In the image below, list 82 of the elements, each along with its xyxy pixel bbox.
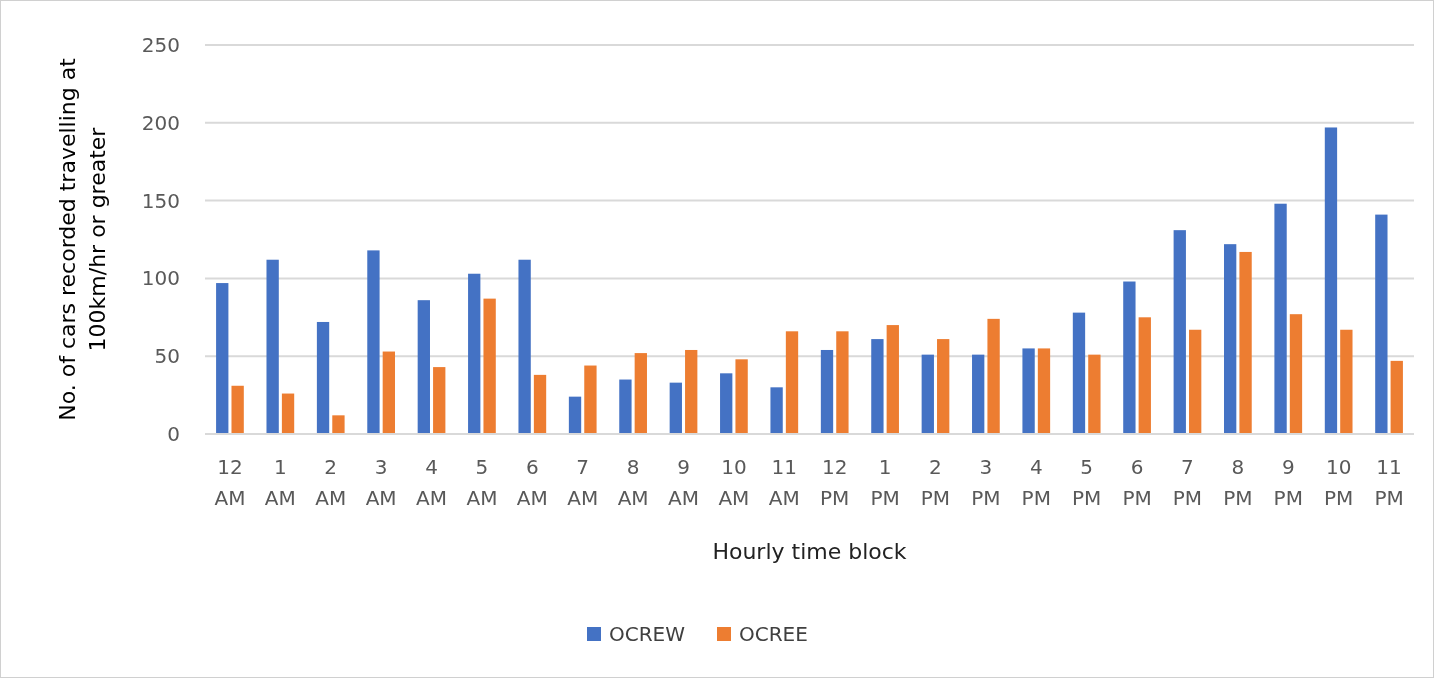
legend-label: OCREW: [609, 622, 686, 646]
bar: [1224, 244, 1237, 434]
bar: [820, 349, 834, 434]
bar: [1138, 317, 1151, 434]
x-axis-title: Hourly time block: [712, 539, 907, 564]
bar: [735, 359, 748, 434]
bar: [483, 298, 496, 434]
bar: [1375, 214, 1388, 434]
x-tick-label: 10 PM: [1323, 455, 1354, 510]
x-tick-label: 8 PM: [1223, 455, 1253, 510]
bar: [770, 387, 783, 434]
bar: [216, 283, 229, 434]
bar: [1022, 348, 1035, 434]
x-tick-label: 4 PM: [1021, 455, 1051, 510]
bar: [836, 331, 849, 434]
y-axis-title: No. of cars recorded travelling at 100km/hr or greater: [55, 57, 110, 421]
y-tick-label: 150: [141, 188, 180, 213]
bar: [433, 367, 446, 434]
x-tick-label: 10 AM: [718, 455, 750, 510]
bar: [266, 259, 279, 434]
bar: [584, 365, 597, 434]
x-tick-label: 5 AM: [466, 455, 498, 510]
x-tick-label: 7 PM: [1172, 455, 1203, 510]
bar: [468, 273, 481, 434]
y-tick-label: 250: [141, 33, 180, 57]
bar: [1123, 281, 1136, 434]
x-tick-label: 3 PM: [971, 455, 1001, 510]
x-tick-label: 12 AM: [214, 455, 246, 510]
bar: [332, 415, 345, 434]
bar: [1340, 329, 1353, 434]
x-tick-label: 11 PM: [1374, 455, 1404, 510]
bar: [568, 396, 582, 434]
bar: [1239, 251, 1252, 434]
x-tick-label: 2 PM: [920, 455, 951, 510]
x-tick-label: 8 AM: [617, 455, 649, 510]
bar: [1390, 360, 1403, 434]
x-tick-label: 9 PM: [1273, 455, 1303, 510]
x-tick-label: 7 AM: [567, 455, 599, 510]
bar: [417, 300, 430, 434]
bar: [1173, 230, 1186, 434]
bar: [987, 318, 1000, 434]
bar: [1037, 348, 1051, 434]
bar: [231, 385, 244, 434]
bar: [1274, 203, 1287, 434]
x-tick-label: 3 AM: [365, 455, 397, 510]
bar: [785, 331, 799, 434]
bar: [720, 373, 733, 434]
x-tick-label: 5 PM: [1072, 455, 1102, 510]
bar: [1324, 127, 1338, 434]
bar: [1289, 314, 1303, 434]
x-tick-label: 6 PM: [1122, 455, 1152, 510]
bar: [316, 321, 330, 434]
y-tick-label: 0: [167, 422, 180, 446]
bar: [1088, 354, 1101, 434]
bar: [685, 349, 698, 434]
bar: [1072, 312, 1086, 434]
y-tick-label: 50: [154, 344, 180, 369]
x-tick-label: 11 AM: [768, 455, 800, 510]
bar: [367, 250, 380, 434]
bar: [533, 374, 547, 434]
bar: [518, 259, 531, 434]
bar: [871, 339, 884, 434]
bar: [382, 351, 395, 434]
x-tick-label: 4 AM: [416, 455, 447, 510]
x-tick-label: 12 PM: [820, 455, 850, 510]
y-tick-label: 100: [141, 266, 180, 291]
bar: [619, 379, 632, 434]
x-tick-label: 9 AM: [668, 455, 699, 510]
bar: [634, 353, 647, 434]
bar: [281, 393, 295, 434]
y-tick-label: 200: [141, 110, 180, 135]
bar: [972, 354, 985, 434]
bar: [937, 339, 950, 434]
x-tick-label: 2 AM: [315, 455, 347, 510]
x-tick-label: 1 PM: [870, 455, 900, 510]
bar: [921, 354, 934, 434]
bar: [1189, 329, 1202, 434]
bar: [669, 382, 682, 434]
bar: [886, 325, 899, 434]
legend-label: OCREE: [739, 622, 808, 646]
x-tick-label: 6 AM: [516, 455, 548, 510]
x-tick-label: 1 AM: [264, 455, 296, 510]
